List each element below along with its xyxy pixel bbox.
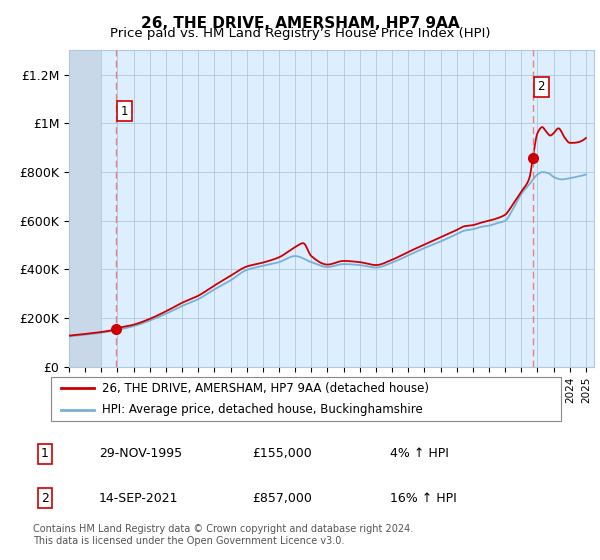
Text: Contains HM Land Registry data © Crown copyright and database right 2024.
This d: Contains HM Land Registry data © Crown c… xyxy=(33,524,413,546)
Bar xyxy=(69,50,101,367)
Text: 26, THE DRIVE, AMERSHAM, HP7 9AA: 26, THE DRIVE, AMERSHAM, HP7 9AA xyxy=(140,16,460,31)
Text: £857,000: £857,000 xyxy=(252,492,312,505)
Text: HPI: Average price, detached house, Buckinghamshire: HPI: Average price, detached house, Buck… xyxy=(102,403,423,417)
Text: 26, THE DRIVE, AMERSHAM, HP7 9AA (detached house): 26, THE DRIVE, AMERSHAM, HP7 9AA (detach… xyxy=(102,381,429,395)
Text: Price paid vs. HM Land Registry’s House Price Index (HPI): Price paid vs. HM Land Registry’s House … xyxy=(110,27,490,40)
Text: 2: 2 xyxy=(41,492,49,505)
Text: 1: 1 xyxy=(41,447,49,460)
Text: 4% ↑ HPI: 4% ↑ HPI xyxy=(390,447,449,460)
Text: 29-NOV-1995: 29-NOV-1995 xyxy=(99,447,182,460)
Text: 14-SEP-2021: 14-SEP-2021 xyxy=(99,492,179,505)
Text: 1: 1 xyxy=(121,105,128,118)
Text: 16% ↑ HPI: 16% ↑ HPI xyxy=(390,492,457,505)
Text: 2: 2 xyxy=(538,81,545,94)
Text: £155,000: £155,000 xyxy=(252,447,312,460)
FancyBboxPatch shape xyxy=(50,377,562,421)
